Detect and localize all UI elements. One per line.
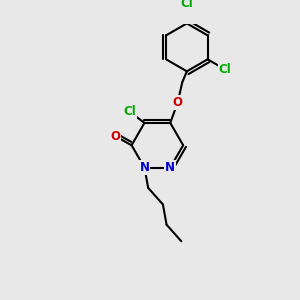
Text: O: O — [110, 130, 120, 142]
Text: Cl: Cl — [123, 105, 136, 118]
Text: N: N — [165, 161, 175, 174]
Text: Cl: Cl — [219, 63, 232, 76]
Text: Cl: Cl — [181, 0, 193, 10]
Text: N: N — [140, 161, 149, 174]
Text: O: O — [172, 96, 183, 109]
